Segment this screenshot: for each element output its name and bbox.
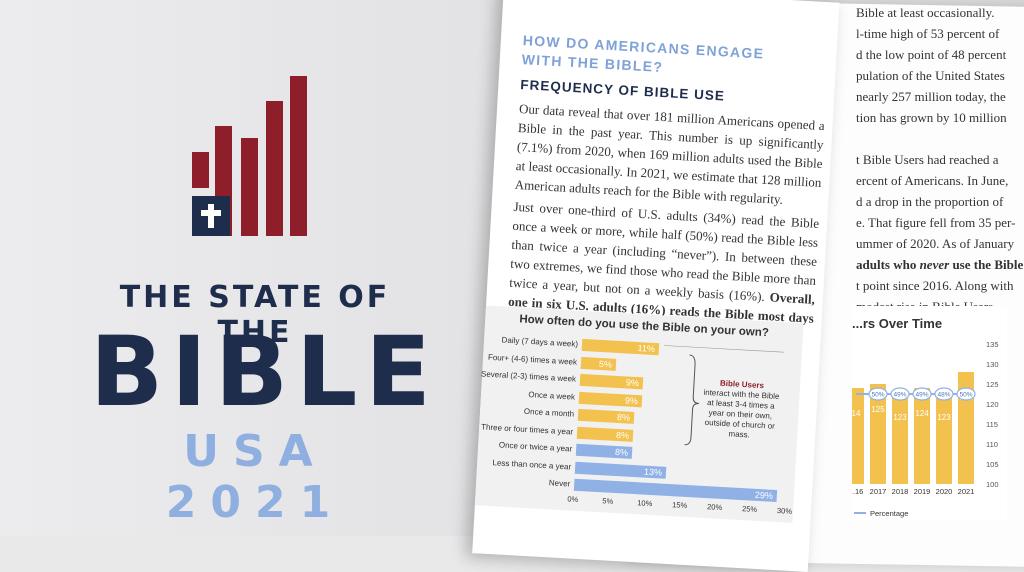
percentage-label: 50% bbox=[959, 392, 972, 399]
back-x-tick: 2021 bbox=[958, 487, 975, 496]
percentage-label: 49% bbox=[915, 392, 928, 399]
title-line-1: THE STATE OF THE bbox=[119, 280, 391, 350]
logo-bar bbox=[266, 101, 283, 236]
annotation-text: interact with the Bible at least 3-4 tim… bbox=[703, 387, 780, 440]
back-line: nearly 257 million today, the bbox=[856, 89, 1006, 104]
x-tick: 20% bbox=[706, 502, 723, 512]
back-bar bbox=[870, 384, 886, 484]
back-x-tick: 2017 bbox=[870, 487, 887, 496]
back-line: Bible at least occasionally. bbox=[856, 5, 995, 20]
y-tick: 115 bbox=[986, 420, 998, 429]
y-tick: 130 bbox=[986, 360, 999, 369]
subsection-heading: FREQUENCY OF BIBLE USE bbox=[519, 77, 726, 104]
back-bar bbox=[892, 392, 908, 484]
back-x-tick: 2020 bbox=[936, 487, 953, 496]
back-line: d a drop in the proportion of bbox=[856, 194, 1004, 209]
back-line: pulation of the United States bbox=[856, 68, 1005, 83]
x-tick: 25% bbox=[741, 504, 758, 514]
y-tick: 100 bbox=[986, 480, 999, 489]
cross-icon bbox=[208, 204, 214, 228]
logo-bar bbox=[241, 138, 258, 236]
back-bar bbox=[914, 388, 930, 484]
back-chart-title: ...rs Over Time bbox=[852, 316, 943, 331]
back-x-tick: 2018 bbox=[892, 487, 909, 496]
back-chart: ...rs Over Time 135 130 125 120 115 110 105 100… bbox=[852, 306, 1007, 520]
y-tick: 120 bbox=[986, 400, 999, 409]
legend-label: Percentage bbox=[870, 509, 908, 518]
back-x-tick: ...16 bbox=[852, 487, 863, 496]
back-bar-value: 123 bbox=[893, 413, 907, 422]
back-line bbox=[856, 128, 1024, 149]
percentage-point bbox=[956, 387, 976, 401]
report-page: HOW DO AMERICANS ENGAGE WITH THE BIBLE? … bbox=[472, 0, 840, 572]
back-bar bbox=[936, 392, 952, 484]
bible-use-chart: How often do you use the Bible on your o… bbox=[474, 305, 804, 523]
percentage-point bbox=[890, 387, 910, 401]
back-bar-value: 14 bbox=[852, 409, 861, 418]
cross-box bbox=[192, 196, 230, 236]
bracket-svg bbox=[664, 345, 784, 446]
back-line: t point since 2016. Along with bbox=[856, 278, 1014, 293]
logo-bar bbox=[192, 152, 209, 188]
percentage-label: 49% bbox=[893, 392, 906, 399]
back-line: ummer of 2020. As of January bbox=[856, 236, 1015, 251]
section-heading: HOW DO AMERICANS ENGAGE WITH THE BIBLE? bbox=[521, 32, 765, 76]
back-line: e. That figure fell from 35 per- bbox=[856, 215, 1016, 230]
x-tick: 0% bbox=[567, 494, 579, 504]
paragraph-1: Our data reveal that over 181 million Am… bbox=[514, 101, 826, 207]
percentage-point bbox=[868, 387, 888, 401]
back-line: tion has grown by 10 million bbox=[856, 110, 1007, 125]
back-x-tick: 2019 bbox=[914, 487, 931, 496]
back-bar-value: 123 bbox=[937, 413, 951, 422]
x-tick: 30% bbox=[776, 506, 793, 516]
percentage-point bbox=[934, 387, 954, 401]
title-line-2: BIBLE bbox=[90, 316, 439, 428]
back-line-bold: adults who never use the Bible bbox=[856, 257, 1024, 272]
bible-users-annotation: Bible Users interact with the Bible at l… bbox=[697, 378, 784, 443]
y-tick: 125 bbox=[986, 380, 999, 389]
back-chart-svg: 135 130 125 120 115 110 105 100 14 ...16 125 2017 12… bbox=[852, 340, 999, 518]
logo-bar bbox=[290, 76, 307, 236]
y-tick: 135 bbox=[986, 340, 999, 349]
y-tick: 110 bbox=[986, 440, 998, 449]
y-tick: 105 bbox=[986, 460, 999, 469]
back-line: d the low point of 48 percent bbox=[856, 47, 1007, 62]
cross-icon-arm bbox=[201, 210, 221, 216]
back-line: l-time high of 53 percent of bbox=[856, 26, 1000, 41]
percentage-label: 50% bbox=[871, 392, 884, 399]
back-bar-value: 125 bbox=[871, 405, 885, 414]
percentage-label: 48% bbox=[937, 392, 950, 399]
back-line: t Bible Users had reached a bbox=[856, 152, 999, 167]
back-bar-value: 124 bbox=[915, 409, 929, 418]
back-line: ercent of Americans. In June, bbox=[856, 173, 1009, 188]
state-of-bible-logo bbox=[190, 74, 310, 238]
title-line-3: USA 2021 bbox=[165, 426, 345, 528]
x-tick: 5% bbox=[602, 496, 614, 506]
back-bar bbox=[852, 388, 864, 484]
percentage-point bbox=[912, 387, 932, 401]
x-tick: 10% bbox=[636, 498, 653, 509]
x-tick: 15% bbox=[671, 500, 688, 511]
back-page-text: Bible at least occasionally. l-time high… bbox=[856, 2, 1024, 317]
